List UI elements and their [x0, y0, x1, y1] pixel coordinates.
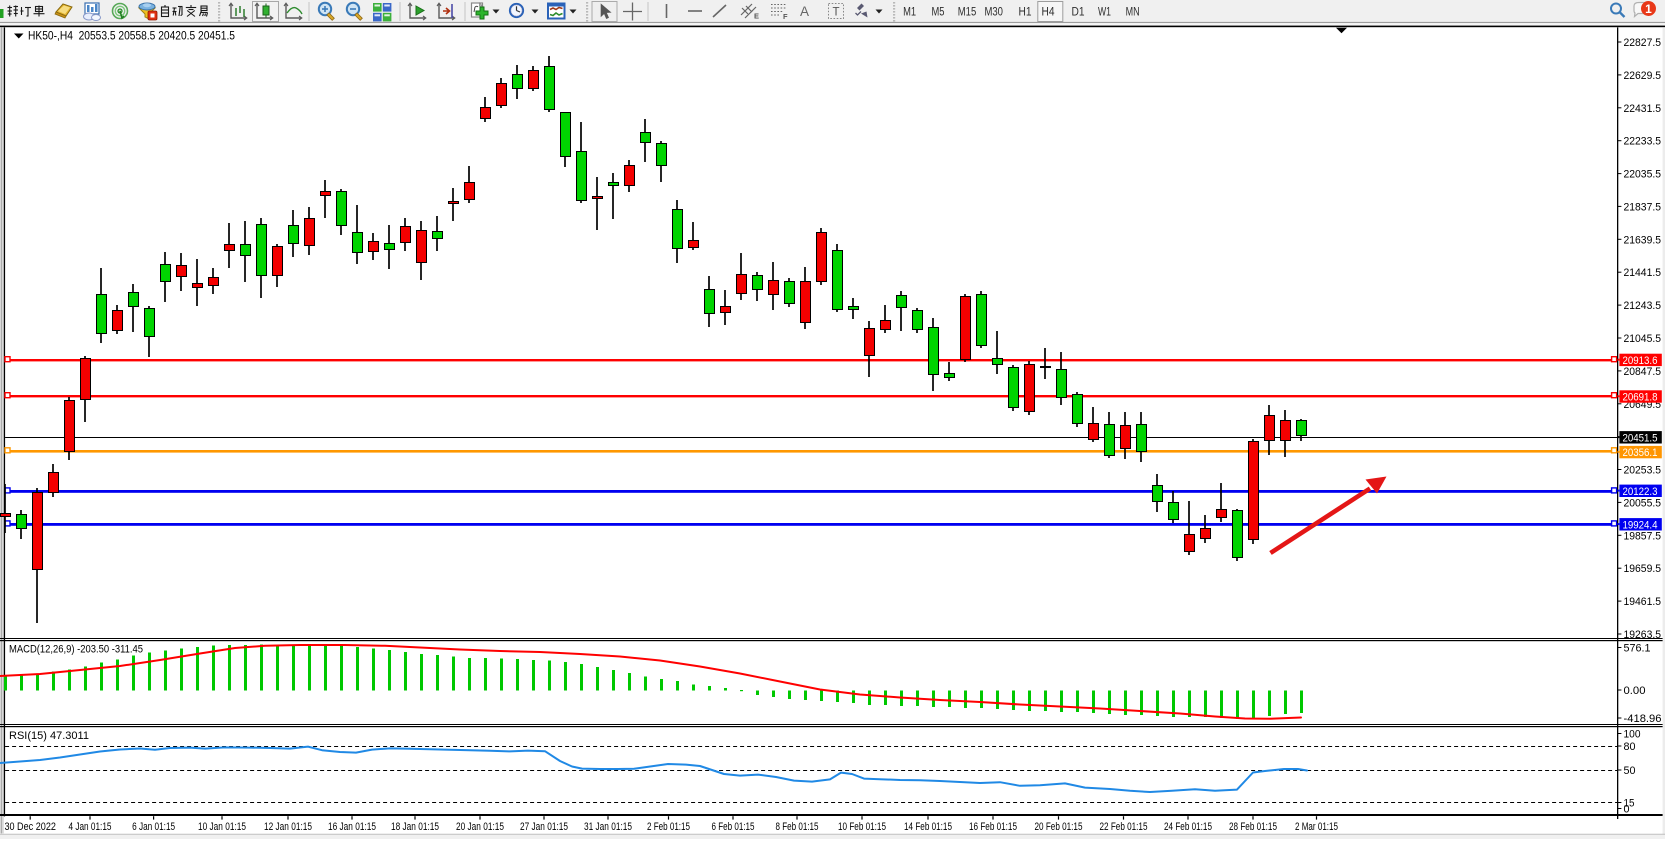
svg-text:21441.5: 21441.5	[1624, 267, 1662, 279]
svg-text:20691.8: 20691.8	[1623, 392, 1658, 404]
svg-text:22431.5: 22431.5	[1624, 103, 1662, 115]
svg-text:20122.3: 20122.3	[1623, 486, 1658, 498]
svg-text:28 Feb 01:15: 28 Feb 01:15	[1229, 821, 1277, 833]
svg-text:21837.5: 21837.5	[1624, 201, 1662, 213]
svg-text:M5: M5	[932, 7, 945, 19]
svg-text:1: 1	[1645, 2, 1652, 16]
svg-text:0.00: 0.00	[1624, 685, 1646, 697]
svg-text:22035.5: 22035.5	[1624, 169, 1662, 181]
svg-text:27 Jan 01:15: 27 Jan 01:15	[520, 821, 568, 833]
svg-text:50: 50	[1624, 765, 1636, 777]
svg-text:20913.6: 20913.6	[1623, 355, 1658, 367]
svg-text:M1: M1	[903, 7, 916, 19]
svg-text:24 Feb 01:15: 24 Feb 01:15	[1164, 821, 1212, 833]
svg-text:19924.4: 19924.4	[1623, 519, 1658, 531]
svg-text:20055.5: 20055.5	[1624, 497, 1662, 509]
svg-text:20 Feb 01:15: 20 Feb 01:15	[1035, 821, 1083, 833]
svg-text:16 Jan 01:15: 16 Jan 01:15	[328, 821, 376, 833]
svg-text:19263.5: 19263.5	[1624, 629, 1662, 641]
svg-text:31 Jan 01:15: 31 Jan 01:15	[584, 821, 632, 833]
svg-text:M15: M15	[958, 7, 977, 19]
svg-text:MACD(12,26,9) -203.50 -311.45: MACD(12,26,9) -203.50 -311.45	[9, 644, 143, 656]
svg-text:RSI(15) 47.3011: RSI(15) 47.3011	[9, 730, 89, 742]
svg-text:20253.5: 20253.5	[1624, 465, 1662, 477]
svg-text:10 Jan 01:15: 10 Jan 01:15	[198, 821, 246, 833]
svg-text:H1: H1	[1019, 7, 1032, 19]
svg-text:20356.1: 20356.1	[1623, 447, 1658, 459]
svg-text:6 Feb 01:15: 6 Feb 01:15	[712, 821, 755, 833]
svg-text:D1: D1	[1072, 7, 1085, 19]
svg-text:E: E	[754, 12, 759, 21]
svg-text:22629.5: 22629.5	[1624, 70, 1662, 82]
svg-text:22827.5: 22827.5	[1624, 37, 1662, 49]
svg-text:F: F	[783, 12, 788, 21]
svg-text:22 Feb 01:15: 22 Feb 01:15	[1100, 821, 1148, 833]
svg-text:20847.5: 20847.5	[1624, 366, 1662, 378]
svg-text:4 Jan 01:15: 4 Jan 01:15	[69, 821, 112, 833]
svg-text:6 Jan 01:15: 6 Jan 01:15	[132, 821, 175, 833]
svg-text:W1: W1	[1098, 7, 1111, 19]
svg-text:21639.5: 21639.5	[1624, 234, 1662, 246]
svg-text:MN: MN	[1126, 7, 1140, 19]
svg-text:14 Feb 01:15: 14 Feb 01:15	[904, 821, 952, 833]
svg-text:21243.5: 21243.5	[1624, 300, 1662, 312]
svg-text:A: A	[800, 4, 809, 19]
svg-text:20451.5: 20451.5	[1623, 432, 1658, 444]
svg-text:0: 0	[1624, 804, 1630, 816]
svg-text:80: 80	[1624, 741, 1636, 753]
svg-text:12 Jan 01:15: 12 Jan 01:15	[264, 821, 312, 833]
svg-text:19659.5: 19659.5	[1624, 563, 1662, 575]
svg-text:15: 15	[1624, 798, 1635, 810]
svg-text:2 Mar 01:15: 2 Mar 01:15	[1295, 821, 1338, 833]
svg-text:19857.5: 19857.5	[1624, 530, 1662, 542]
svg-text:100: 100	[1624, 729, 1641, 741]
svg-text:16 Feb 01:15: 16 Feb 01:15	[969, 821, 1017, 833]
svg-text:T: T	[833, 7, 840, 19]
svg-text:10 Feb 01:15: 10 Feb 01:15	[838, 821, 886, 833]
svg-text:576.1: 576.1	[1624, 643, 1651, 655]
svg-text:-418.96: -418.96	[1624, 713, 1662, 725]
svg-text:21045.5: 21045.5	[1624, 333, 1662, 345]
svg-text:8 Feb 01:15: 8 Feb 01:15	[776, 821, 819, 833]
svg-text:22233.5: 22233.5	[1624, 136, 1662, 148]
svg-text:H4: H4	[1042, 7, 1056, 19]
svg-text:HK50-,H4 20553.5 20558.5 2042: HK50-,H4 20553.5 20558.5 20420.5 20451.5	[28, 29, 235, 43]
svg-text:2 Feb 01:15: 2 Feb 01:15	[647, 821, 690, 833]
svg-text:30 Dec 2022: 30 Dec 2022	[4, 821, 56, 833]
svg-text:M30: M30	[984, 7, 1003, 19]
svg-text:20 Jan 01:15: 20 Jan 01:15	[456, 821, 504, 833]
svg-text:18 Jan 01:15: 18 Jan 01:15	[391, 821, 439, 833]
svg-text:19461.5: 19461.5	[1624, 596, 1662, 608]
